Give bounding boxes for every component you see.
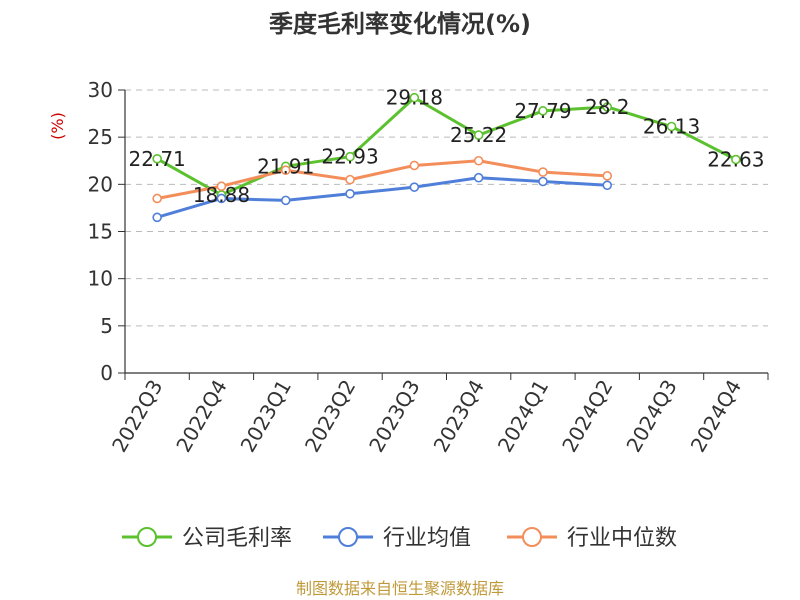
- data-point[interactable]: [538, 106, 548, 116]
- data-label: 27.79: [514, 99, 571, 123]
- data-label: 18.88: [193, 183, 250, 207]
- x-tick-label: 2023Q2: [300, 376, 360, 457]
- data-label: 28.2: [585, 95, 630, 119]
- legend-label: 行业中位数: [567, 526, 677, 551]
- y-axis-label: (%): [48, 112, 67, 140]
- series-line: [156, 159, 608, 200]
- data-point[interactable]: [666, 121, 677, 132]
- y-tick-label: 10: [88, 267, 113, 291]
- legend-marker: [338, 527, 358, 547]
- data-point[interactable]: [473, 172, 484, 183]
- data-point[interactable]: [409, 160, 420, 171]
- data-point[interactable]: [152, 193, 162, 204]
- x-tick-label: 2023Q4: [429, 376, 489, 457]
- legend-item[interactable]: 行业均值: [323, 526, 471, 551]
- data-point[interactable]: [280, 165, 291, 175]
- y-tick-label: 20: [88, 172, 113, 196]
- footer-source: 制图数据来自恒生聚源数据库: [296, 579, 504, 598]
- data-point[interactable]: [152, 153, 162, 164]
- data-labels: 22.71 18.88 21.91 22.93 29.18 25.22 27.79 28.2 2…: [129, 86, 765, 207]
- legend-item[interactable]: 行业中位数: [507, 526, 677, 551]
- x-tick-label: 2022Q3: [107, 376, 167, 457]
- x-tick-label: 2024Q4: [686, 376, 746, 457]
- data-point[interactable]: [731, 154, 741, 165]
- x-tick-label: 2023Q3: [364, 376, 424, 457]
- data-point[interactable]: [216, 181, 227, 192]
- data-point[interactable]: [473, 130, 484, 140]
- data-point[interactable]: [280, 195, 291, 206]
- legend-label: 行业均值: [383, 526, 471, 551]
- data-label: 22.93: [321, 145, 378, 169]
- y-tick-label: 5: [100, 314, 113, 338]
- x-tick-label: 2023Q1: [236, 376, 296, 457]
- data-point[interactable]: [216, 193, 227, 204]
- x-tick-label: 2024Q1: [493, 376, 553, 457]
- data-label: 25.22: [450, 123, 507, 147]
- grid-lines: [125, 89, 768, 327]
- data-point[interactable]: [602, 102, 613, 112]
- data-point[interactable]: [538, 167, 548, 177]
- legend-item[interactable]: 公司毛利率: [122, 526, 292, 551]
- series-line: [156, 176, 608, 219]
- data-point[interactable]: [602, 171, 613, 181]
- data-label: 22.63: [707, 148, 764, 172]
- data-point[interactable]: [409, 92, 420, 103]
- y-tick-label: 0: [100, 361, 113, 385]
- x-tick-label: 2024Q2: [557, 376, 617, 457]
- x-tick-label: 2024Q3: [621, 376, 681, 457]
- legend-marker: [522, 527, 542, 547]
- data-point[interactable]: [345, 188, 355, 199]
- data-point[interactable]: [602, 180, 613, 191]
- data-label: 26.13: [643, 115, 700, 139]
- data-point[interactable]: [538, 176, 548, 187]
- data-label: 22.71: [129, 147, 186, 171]
- data-label: 29.18: [386, 86, 443, 110]
- data-point[interactable]: [473, 155, 484, 166]
- series-layer: [152, 92, 741, 223]
- data-label: 21.91: [257, 154, 314, 178]
- x-tick-label: 2022Q4: [171, 376, 231, 457]
- series-line: [156, 96, 737, 197]
- data-point[interactable]: [345, 174, 355, 185]
- y-tick-label: 25: [88, 125, 113, 149]
- legend-marker: [137, 527, 157, 547]
- legend[interactable]: 公司毛利率 行业均值 行业中位数: [122, 526, 677, 551]
- legend-label: 公司毛利率: [182, 526, 292, 551]
- y-tick-label: 15: [88, 220, 113, 244]
- y-tick-label: 30: [88, 78, 113, 102]
- chart-title: 季度毛利率变化情况(%): [269, 10, 531, 38]
- data-point[interactable]: [152, 212, 162, 223]
- data-point[interactable]: [409, 182, 420, 192]
- data-point[interactable]: [345, 151, 355, 162]
